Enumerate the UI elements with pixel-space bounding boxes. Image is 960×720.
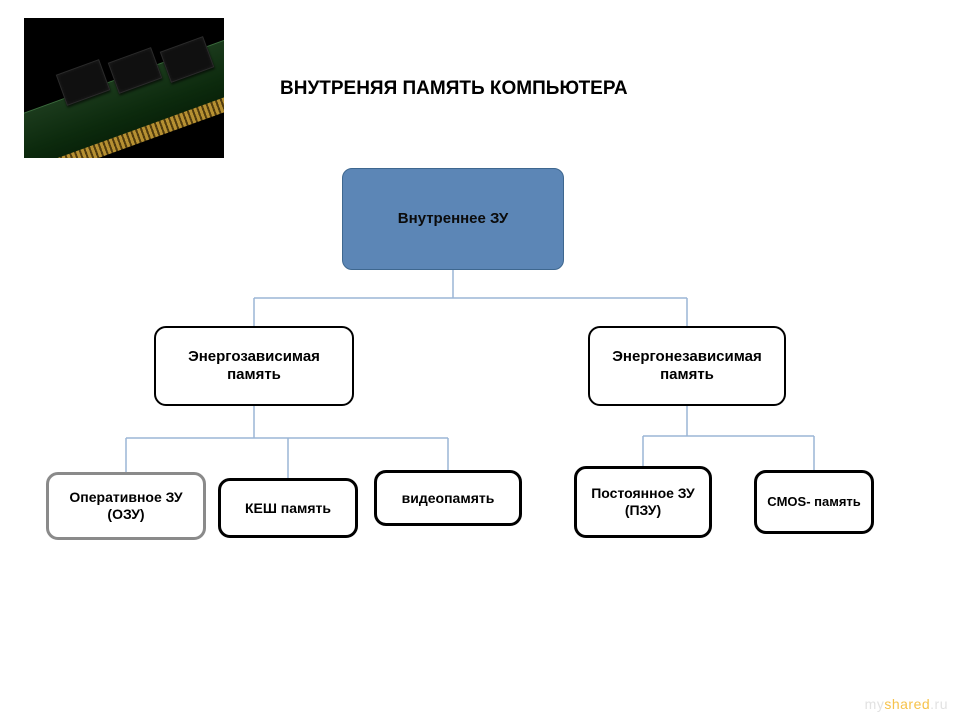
page-title: ВНУТРЕНЯЯ ПАМЯТЬ КОМПЬЮТЕРА: [280, 78, 628, 100]
watermark: myshared.ru: [865, 696, 948, 712]
ram-photo-placeholder: [24, 18, 224, 158]
node-volatile: Энергозависимая память: [154, 326, 354, 406]
node-ram: Оперативное ЗУ (ОЗУ): [46, 472, 206, 540]
node-cache: КЕШ память: [218, 478, 358, 538]
node-root: Внутреннее ЗУ: [342, 168, 564, 270]
node-video: видеопамять: [374, 470, 522, 526]
node-rom: Постоянное ЗУ (ПЗУ): [574, 466, 712, 538]
node-cmos: CMOS- память: [754, 470, 874, 534]
node-nonvolatile: Энергонезависимая память: [588, 326, 786, 406]
